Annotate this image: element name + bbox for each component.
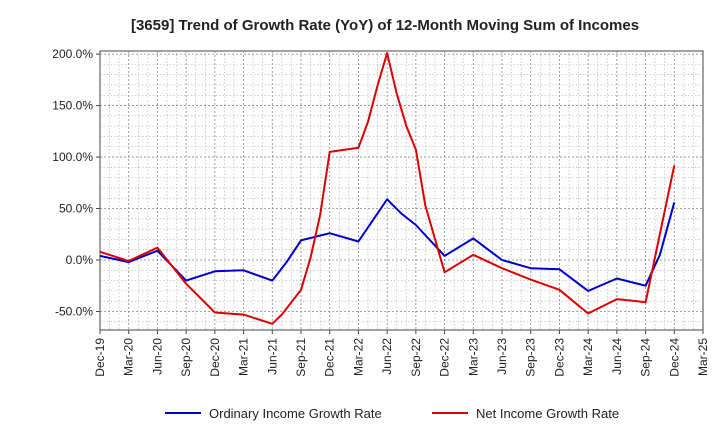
x-tick-label: Mar-25 [696,338,710,376]
plot-area [99,50,704,331]
x-tick-label: Dec-19 [93,338,107,377]
x-tick-label: Dec-23 [552,338,566,377]
x-tick-label: Jun-22 [380,338,394,375]
series-lines [99,52,676,325]
x-tick-label: Sep-22 [409,338,423,377]
x-tick-label: Sep-23 [524,338,538,377]
legend-label: Ordinary Income Growth Rate [209,406,382,421]
x-axis-ticks: Dec-19 Mar-20 Jun-20 Sep-20 Dec-20 Mar-21 Jun-… [93,330,710,377]
x-tick-label: Sep-21 [294,338,308,377]
x-tick-label: Jun-24 [610,338,624,375]
x-tick-label: Dec-22 [438,338,452,377]
y-tick-label: -50.0% [55,304,93,318]
chart-title: [3659] Trend of Growth Rate (YoY) of 12-… [131,17,639,34]
x-tick-label: Jun-23 [495,338,509,375]
x-tick-label: Jun-20 [150,338,164,375]
y-axis-ticks: 200.0% 150.0% 100.0% 50.0% 0.0% -50.0% [52,47,100,318]
x-tick-label: Mar-21 [237,338,251,376]
grid [100,51,703,330]
series-line-net-income [99,52,676,325]
x-tick-label: Dec-21 [323,338,337,377]
x-tick-label: Mar-24 [581,338,595,376]
y-tick-label: 50.0% [59,202,93,216]
x-tick-label: Dec-24 [667,338,681,377]
y-tick-label: 150.0% [52,99,93,113]
x-tick-label: Mar-23 [466,338,480,376]
x-tick-label: Mar-22 [351,338,365,376]
x-tick-label: Sep-24 [639,338,653,377]
series-line-ordinary-income [99,198,676,292]
x-tick-label: Mar-20 [122,338,136,376]
y-tick-label: 100.0% [52,150,93,164]
legend: Ordinary Income Growth Rate Net Income Gr… [165,406,619,421]
x-tick-label: Jun-21 [265,338,279,375]
y-tick-label: 200.0% [52,47,93,61]
x-tick-label: Dec-20 [208,338,222,377]
y-tick-label: 0.0% [66,253,94,267]
legend-label: Net Income Growth Rate [476,406,619,421]
x-tick-label: Sep-20 [179,338,193,377]
